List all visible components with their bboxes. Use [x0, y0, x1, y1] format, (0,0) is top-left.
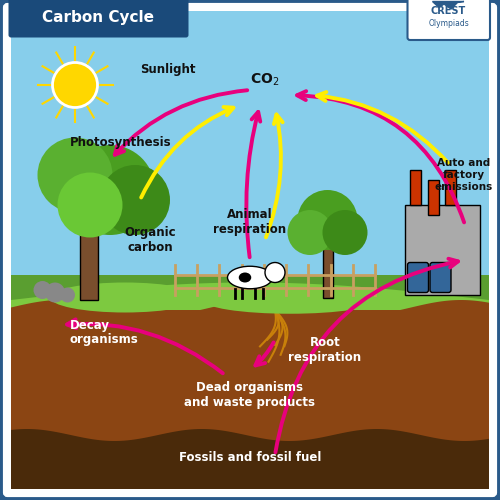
- Circle shape: [38, 138, 113, 212]
- FancyBboxPatch shape: [11, 11, 489, 489]
- FancyBboxPatch shape: [8, 0, 188, 38]
- Ellipse shape: [50, 282, 200, 312]
- Text: CO$_2$: CO$_2$: [250, 72, 280, 88]
- FancyBboxPatch shape: [428, 180, 438, 215]
- Polygon shape: [11, 282, 489, 310]
- Text: CREST: CREST: [431, 6, 466, 16]
- Polygon shape: [11, 300, 489, 489]
- FancyBboxPatch shape: [408, 0, 490, 40]
- Text: Sunlight: Sunlight: [140, 64, 196, 76]
- FancyBboxPatch shape: [11, 439, 489, 489]
- FancyBboxPatch shape: [430, 262, 451, 292]
- Circle shape: [322, 210, 368, 255]
- Text: Dead organisms
and waste products: Dead organisms and waste products: [184, 381, 316, 409]
- FancyBboxPatch shape: [80, 210, 98, 300]
- Circle shape: [298, 190, 358, 250]
- Circle shape: [52, 62, 98, 108]
- Text: Photosynthesis: Photosynthesis: [70, 136, 172, 149]
- Circle shape: [265, 262, 285, 282]
- Text: Olympiads: Olympiads: [428, 20, 469, 28]
- Polygon shape: [11, 275, 489, 310]
- Circle shape: [65, 145, 155, 235]
- Text: Organic
carbon: Organic carbon: [124, 226, 176, 254]
- Polygon shape: [11, 429, 489, 489]
- Text: Decay
organisms: Decay organisms: [70, 318, 139, 346]
- FancyBboxPatch shape: [322, 242, 332, 298]
- Ellipse shape: [202, 286, 378, 314]
- Circle shape: [58, 172, 122, 238]
- Text: Fossils and fossil fuel: Fossils and fossil fuel: [179, 451, 321, 464]
- Text: Auto and
factory
emissions: Auto and factory emissions: [434, 158, 492, 192]
- Circle shape: [100, 165, 170, 235]
- Circle shape: [34, 281, 52, 299]
- Text: Root
respiration: Root respiration: [288, 336, 362, 364]
- Circle shape: [288, 210, 333, 255]
- Circle shape: [45, 282, 65, 302]
- Polygon shape: [432, 2, 464, 9]
- FancyBboxPatch shape: [408, 262, 428, 292]
- FancyBboxPatch shape: [410, 170, 421, 205]
- FancyBboxPatch shape: [445, 170, 456, 205]
- FancyBboxPatch shape: [5, 5, 495, 495]
- FancyBboxPatch shape: [11, 309, 489, 489]
- Ellipse shape: [228, 266, 272, 289]
- Text: Carbon Cycle: Carbon Cycle: [42, 10, 154, 25]
- FancyBboxPatch shape: [405, 205, 480, 295]
- Ellipse shape: [239, 272, 252, 282]
- Circle shape: [60, 288, 75, 302]
- Text: Animal
respiration: Animal respiration: [214, 208, 286, 236]
